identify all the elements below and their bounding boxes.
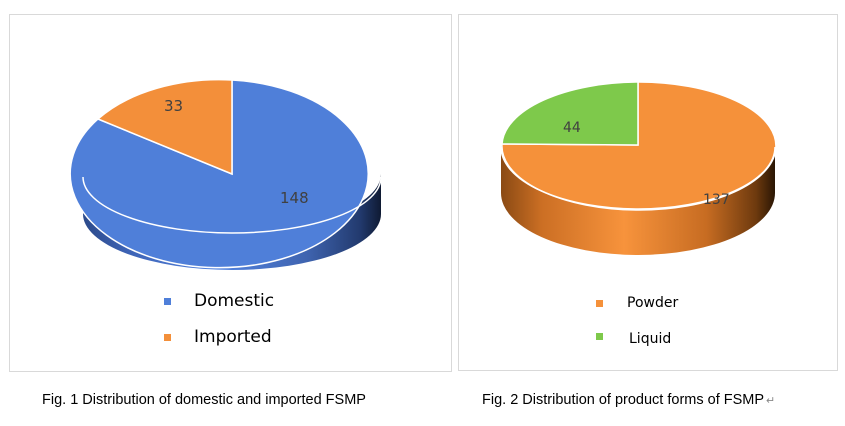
legend-swatch-imported <box>164 334 171 341</box>
slice-domestic <box>69 79 369 269</box>
pie-chart-product-forms: 44 137 <box>500 81 777 255</box>
figure-caption-2: Fig. 2 Distribution of product forms of … <box>482 392 775 408</box>
pie-side-powder <box>501 145 775 255</box>
legend-label-domestic: Domestic <box>194 291 275 311</box>
data-label-domestic: 148 <box>280 189 309 207</box>
legend-label-imported: Imported <box>194 327 272 347</box>
pie-chart-domestic-imported: 33 148 <box>69 78 382 270</box>
data-label-imported: 33 <box>164 97 183 115</box>
chart-panel-product-forms: 44 137 Powder Liquid <box>458 14 838 371</box>
legend-swatch-liquid <box>596 333 603 340</box>
legend-swatch-domestic <box>164 298 171 305</box>
paragraph-mark-icon: ↵ <box>766 395 776 407</box>
legend-label-liquid: Liquid <box>629 331 672 347</box>
caption-text: Fig. 1 Distribution of domestic and impo… <box>42 392 366 408</box>
figure-caption-1: Fig. 1 Distribution of domestic and impo… <box>42 392 366 408</box>
chart-panel-domestic-imported: 33 148 Domestic Imported <box>9 14 452 372</box>
caption-text: Fig. 2 Distribution of product forms of … <box>482 392 765 408</box>
legend-label-powder: Powder <box>627 295 679 311</box>
legend-swatch-powder <box>596 300 603 307</box>
data-label-powder: 137 <box>703 192 730 208</box>
slice-imported <box>96 78 233 176</box>
data-label-liquid: 44 <box>563 120 581 136</box>
slice-liquid <box>501 81 639 146</box>
